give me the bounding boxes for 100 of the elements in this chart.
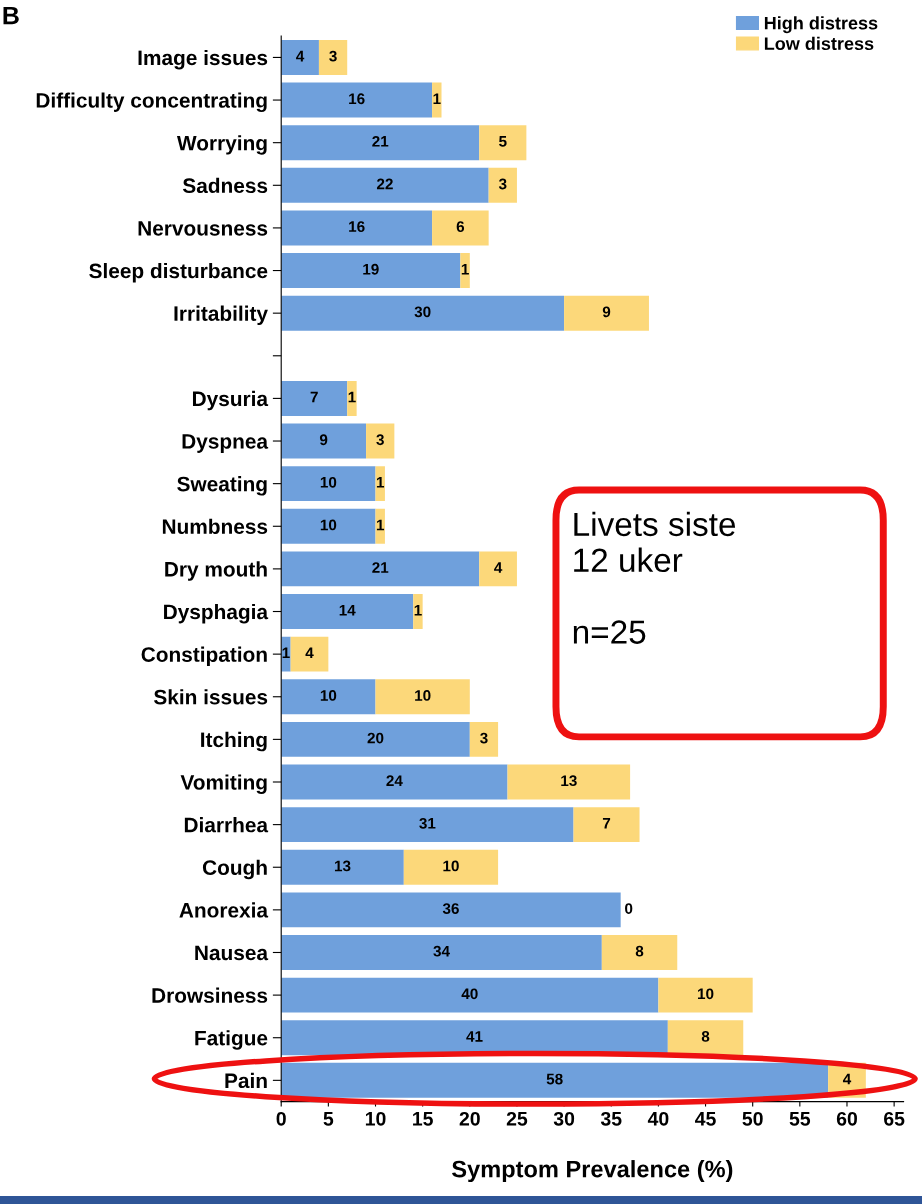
data-label: 16	[349, 221, 365, 233]
bar	[460, 253, 470, 289]
data-label: 1	[376, 477, 385, 488]
data-label: 9	[602, 306, 611, 318]
x-tick-label: 25	[506, 1111, 528, 1126]
data-label: 3	[498, 178, 507, 190]
bar	[281, 466, 376, 502]
y-tick-label: Pain	[225, 1072, 267, 1089]
y-tick-label: Nausea	[195, 945, 269, 961]
data-label: 21	[372, 562, 389, 573]
data-label: 10	[320, 476, 337, 488]
legend-label: Low distress	[764, 36, 874, 51]
x-tick-label: 20	[459, 1111, 480, 1126]
text: B	[3, 6, 19, 25]
data-label: 31	[419, 817, 436, 829]
y-tick-label: Sadness	[182, 177, 268, 194]
data-label: 10	[320, 519, 337, 531]
data-label: 0	[625, 903, 633, 914]
bar	[413, 594, 423, 629]
data-label: 3	[376, 434, 384, 446]
y-tick-label: Cough	[202, 859, 267, 880]
bar	[281, 125, 480, 161]
bar	[318, 39, 348, 75]
bar	[281, 935, 602, 970]
data-label: 13	[334, 860, 351, 872]
bar	[281, 295, 565, 331]
data-label: 5	[499, 136, 507, 147]
bar	[281, 167, 489, 203]
text: Livets siste 12 uker n=25	[573, 511, 736, 644]
x-tick-label: 60	[836, 1111, 857, 1126]
data-label: 8	[701, 1031, 710, 1042]
y-tick-label: Skin issues	[153, 689, 268, 705]
x-tick-label: 30	[553, 1111, 575, 1126]
bar	[290, 636, 329, 672]
data-label: 10	[443, 860, 459, 872]
bar	[488, 167, 517, 203]
data-label: 7	[310, 391, 318, 403]
x-tick-label: 10	[365, 1111, 386, 1126]
bar	[573, 807, 640, 843]
bar	[432, 82, 442, 118]
data-label: 21	[372, 135, 389, 147]
data-label: 24	[386, 775, 403, 786]
data-label: 1	[282, 647, 290, 659]
bar	[469, 721, 499, 757]
data-label: 4	[494, 562, 503, 573]
x-tick-label: 15	[413, 1112, 433, 1126]
data-label: 16	[349, 93, 365, 105]
bar	[281, 679, 376, 715]
data-label: 58	[546, 1073, 563, 1085]
y-tick-label: Dysphagia	[164, 603, 269, 624]
data-label: 20	[367, 732, 384, 744]
data-label: 22	[376, 178, 393, 190]
x-axis-title: Symptom Prevalence (%)	[452, 1160, 733, 1183]
bar	[403, 849, 499, 885]
data-label: 3	[480, 732, 488, 744]
bar	[366, 423, 395, 459]
y-tick-label: Dyspnea	[182, 434, 269, 453]
data-label: 1	[433, 93, 441, 104]
y-tick-label: Difficulty concentrating	[36, 92, 267, 113]
bar	[507, 764, 631, 800]
data-label: 19	[363, 263, 379, 275]
y-tick-label: Sweating	[177, 476, 267, 496]
data-label: 1	[376, 519, 385, 531]
data-label: 40	[461, 988, 478, 1000]
data-label: 7	[602, 818, 611, 829]
bar	[432, 210, 489, 246]
data-label: 30	[414, 306, 431, 318]
x-tick-label: 50	[742, 1111, 763, 1126]
y-tick-label: Vomiting	[180, 774, 267, 794]
bar	[281, 849, 404, 885]
bar	[479, 125, 527, 161]
bar	[281, 1062, 829, 1098]
x-tick-label: 45	[695, 1112, 716, 1126]
data-label: 36	[442, 903, 459, 914]
x-tick-label: 5	[323, 1112, 334, 1126]
data-label: 10	[415, 690, 431, 701]
bar	[667, 1020, 744, 1056]
x-tick-label: 40	[647, 1111, 669, 1126]
data-label: 4	[296, 50, 305, 62]
y-tick-label: Worrying	[176, 135, 267, 155]
data-label: 1	[348, 391, 356, 403]
data-label: 41	[466, 1031, 483, 1042]
data-label: 3	[329, 50, 337, 62]
bar	[281, 423, 367, 459]
x-tick-label: 65	[884, 1111, 905, 1126]
data-label: 4	[305, 647, 314, 659]
data-label: 34	[433, 945, 450, 957]
bar	[658, 977, 753, 1013]
bar	[281, 380, 348, 416]
bar	[347, 380, 357, 416]
bar	[281, 721, 470, 757]
y-tick-label: Irritability	[174, 305, 268, 326]
y-tick-label: Sleep disturbance	[89, 262, 268, 283]
y-tick-label: Numbness	[162, 518, 268, 535]
bar	[375, 679, 470, 715]
bar	[281, 1020, 668, 1056]
data-label: 4	[842, 1073, 852, 1085]
bar	[479, 551, 517, 587]
y-tick-label: Dry mouth	[165, 561, 267, 581]
y-tick-label: Drowsiness	[152, 987, 268, 1003]
